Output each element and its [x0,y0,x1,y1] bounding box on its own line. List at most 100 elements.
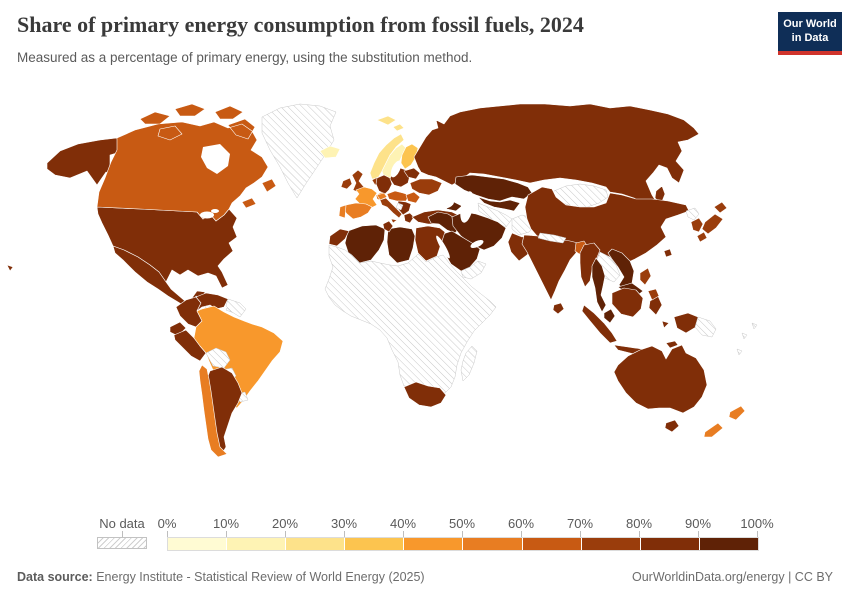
legend-color-bar [167,537,759,551]
legend-tick-mark [344,531,345,537]
legend-cell-70-80%[interactable] [581,538,641,550]
country-new_zealand[interactable] [703,405,746,438]
country-north_korea[interactable] [685,207,700,221]
country-japan[interactable] [696,201,728,243]
legend-tick-label-30%: 30% [330,516,358,531]
legend-tick-mark [462,531,463,537]
page-title: Share of primary energy consumption from… [17,12,584,37]
country-portugal[interactable] [338,204,347,219]
country-west_balkans_nd[interactable] [395,202,404,211]
legend-cell-20-30%[interactable] [286,538,346,550]
country-peru[interactable] [173,329,207,362]
country-iceland[interactable] [319,145,341,159]
owid-logo[interactable]: Our World in Data [778,12,842,55]
country-greece[interactable] [403,212,415,224]
ocean-overlay-layer [200,144,484,259]
country-algeria[interactable] [344,224,386,264]
legend-no-data-tick [122,531,123,537]
country-mexico[interactable] [112,245,206,308]
country-austria_hungary[interactable] [386,190,410,202]
country-egypt[interactable] [414,225,446,262]
country-nepal_bhutan[interactable] [537,232,567,244]
country-new_guinea_west[interactable] [673,312,699,334]
legend-tick-mark [698,531,699,537]
legend-tick-label-90%: 90% [684,516,712,531]
legend-tick-label-20%: 20% [271,516,299,531]
legend-tick-mark [757,531,758,537]
country-ireland[interactable] [340,177,353,190]
legend-cell-30-40%[interactable] [345,538,405,550]
country-ukraine[interactable] [409,178,443,196]
country-libya[interactable] [386,226,416,264]
country-svalbard[interactable] [376,115,405,132]
country-myanmar[interactable] [579,242,601,288]
country-italy[interactable] [379,197,403,224]
legend-cell-40-50%[interactable] [404,538,464,550]
country-taiwan[interactable] [663,248,673,258]
lake-huron [211,209,219,213]
sea-red-sea [436,235,450,259]
legend-tick-mark [580,531,581,537]
sea-persian-gulf [470,239,484,249]
page-subtitle: Measured as a percentage of primary ener… [17,50,473,65]
country-romania[interactable] [405,191,421,204]
legend-tick-mark [226,531,227,537]
country-australia[interactable] [613,344,708,433]
legend-tick-label-10%: 10% [212,516,240,531]
country-switzerland[interactable] [376,192,388,201]
country-india[interactable] [521,234,579,301]
legend-tick-label-40%: 40% [389,516,417,531]
legend-cell-80-90%[interactable] [640,538,700,550]
country-russia[interactable] [413,103,700,210]
legend-tick-label-70%: 70% [566,516,594,531]
legend-no-data-swatch[interactable] [97,537,147,549]
legend-tick-mark [639,531,640,537]
country-chile[interactable] [198,364,228,458]
country-greenland[interactable] [261,103,337,199]
legend-cell-10-20%[interactable] [227,538,287,550]
country-yemen_oman[interactable] [460,260,487,280]
legend-tick-mark [521,531,522,537]
country-norway[interactable] [369,133,405,180]
country-philippines[interactable] [639,267,660,301]
country-south_africa[interactable] [403,381,447,408]
country-canada[interactable] [96,103,277,222]
country-africa_other[interactable] [324,244,497,394]
country-thailand[interactable] [591,257,607,313]
country-south_korea[interactable] [690,217,704,233]
country-madagascar[interactable] [460,345,478,382]
legend-tick-mark [403,531,404,537]
legend-tick-label-80%: 80% [625,516,653,531]
footer-source-label: Data source: [17,570,93,584]
legend-cell-60-70%[interactable] [522,538,582,550]
legend-tick-mark [285,531,286,537]
world-map[interactable] [0,95,850,505]
sea-black-sea [428,195,454,209]
country-germany[interactable] [375,174,393,195]
countries-layer [6,103,758,458]
legend-cell-0-10%[interactable] [168,538,228,550]
footer-source: Data source: Energy Institute - Statisti… [17,570,425,584]
owid-logo-line2: in Data [791,32,829,45]
country-kazakhstan[interactable] [454,174,533,202]
footer-license[interactable]: OurWorldinData.org/energy | CC BY [631,570,833,584]
country-bolivia[interactable] [205,347,231,369]
country-sri_lanka[interactable] [552,302,565,315]
country-morocco[interactable] [328,228,350,247]
owid-logo-line1: Our World [783,18,837,30]
country-belarus[interactable] [403,167,421,180]
legend-tick-label-100%: 100% [740,516,774,531]
country-turkmenistan[interactable] [477,202,513,228]
country-papua_new_guinea[interactable] [694,316,717,338]
country-pacific_islands[interactable] [736,322,758,356]
country-uzbekistan[interactable] [477,196,521,212]
legend-tick-label-50%: 50% [448,516,476,531]
legend-cell-50-60%[interactable] [463,538,523,550]
country-guyana_suriname[interactable] [225,298,247,318]
sea-hudson-bay [201,144,230,174]
legend-no-data-label: No data [99,516,145,531]
country-spain[interactable] [342,202,373,220]
country-tunisia[interactable] [382,220,394,233]
lake-superior [200,211,214,219]
legend-cell-90-100%[interactable] [699,538,758,550]
